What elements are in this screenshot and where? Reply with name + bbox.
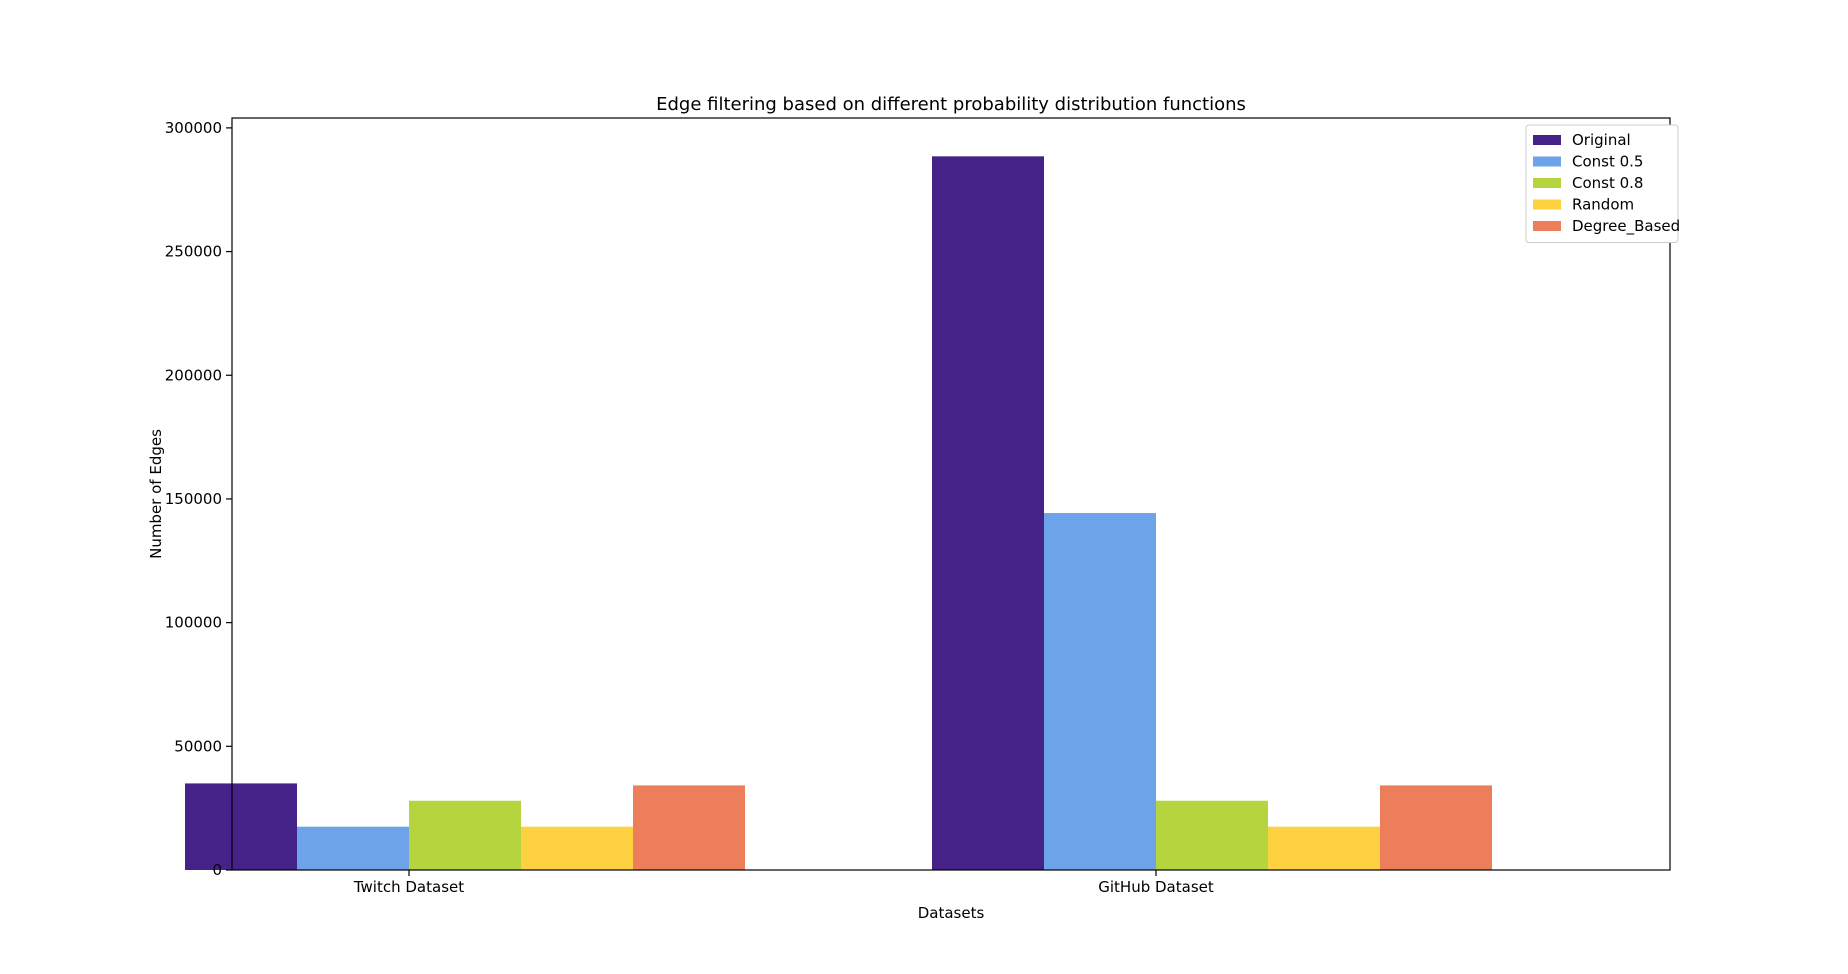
legend-label: Const 0.8 (1572, 174, 1643, 192)
y-axis-label: Number of Edges (147, 429, 165, 559)
y-tick-label: 200000 (165, 366, 222, 384)
y-tick-label: 0 (212, 861, 222, 879)
legend-label: Degree_Based (1572, 217, 1680, 236)
plot-frame (231, 117, 1671, 871)
y-tick-label: 150000 (165, 490, 222, 508)
chart-title: Edge filtering based on different probab… (656, 94, 1246, 115)
bar-original-1 (932, 156, 1044, 870)
y-tick-label: 250000 (165, 243, 222, 261)
bar-original-0 (185, 783, 297, 870)
bars-layer (185, 156, 1492, 870)
bar-random-1 (1268, 826, 1380, 870)
x-axis: Twitch Dataset GitHub Dataset (353, 870, 1214, 896)
legend-swatch (1533, 199, 1561, 210)
y-tick-label: 300000 (165, 119, 222, 137)
bar-const-0-8-1 (1156, 800, 1268, 870)
legend-label: Original (1572, 131, 1631, 149)
legend-swatch (1533, 156, 1561, 167)
y-axis: 0 50000 100000 150000 200000 250000 300000 (165, 119, 232, 879)
bar-const-0-8-0 (409, 800, 521, 870)
legend-swatch (1533, 221, 1561, 231)
legend-label: Random (1572, 196, 1634, 214)
legend: Original Const 0.5 Const 0.8 Random Degree_B… (1525, 124, 1680, 243)
y-tick-label: 100000 (165, 614, 222, 632)
bar-const-0-5-1 (1044, 513, 1156, 870)
legend-swatch (1533, 178, 1561, 188)
legend-label: Const 0.5 (1572, 153, 1643, 171)
x-tick-label: Twitch Dataset (353, 878, 464, 896)
x-axis-label: Datasets (918, 904, 985, 922)
x-tick-label: GitHub Dataset (1098, 878, 1214, 896)
legend-swatch (1533, 135, 1561, 145)
bar-random-0 (521, 826, 633, 870)
y-tick-label: 50000 (174, 737, 222, 755)
bar-degree-based-1 (1380, 785, 1492, 870)
bar-degree-based-0 (633, 785, 745, 870)
legend-box (1525, 124, 1679, 243)
bar-const-0-5-0 (297, 826, 409, 870)
